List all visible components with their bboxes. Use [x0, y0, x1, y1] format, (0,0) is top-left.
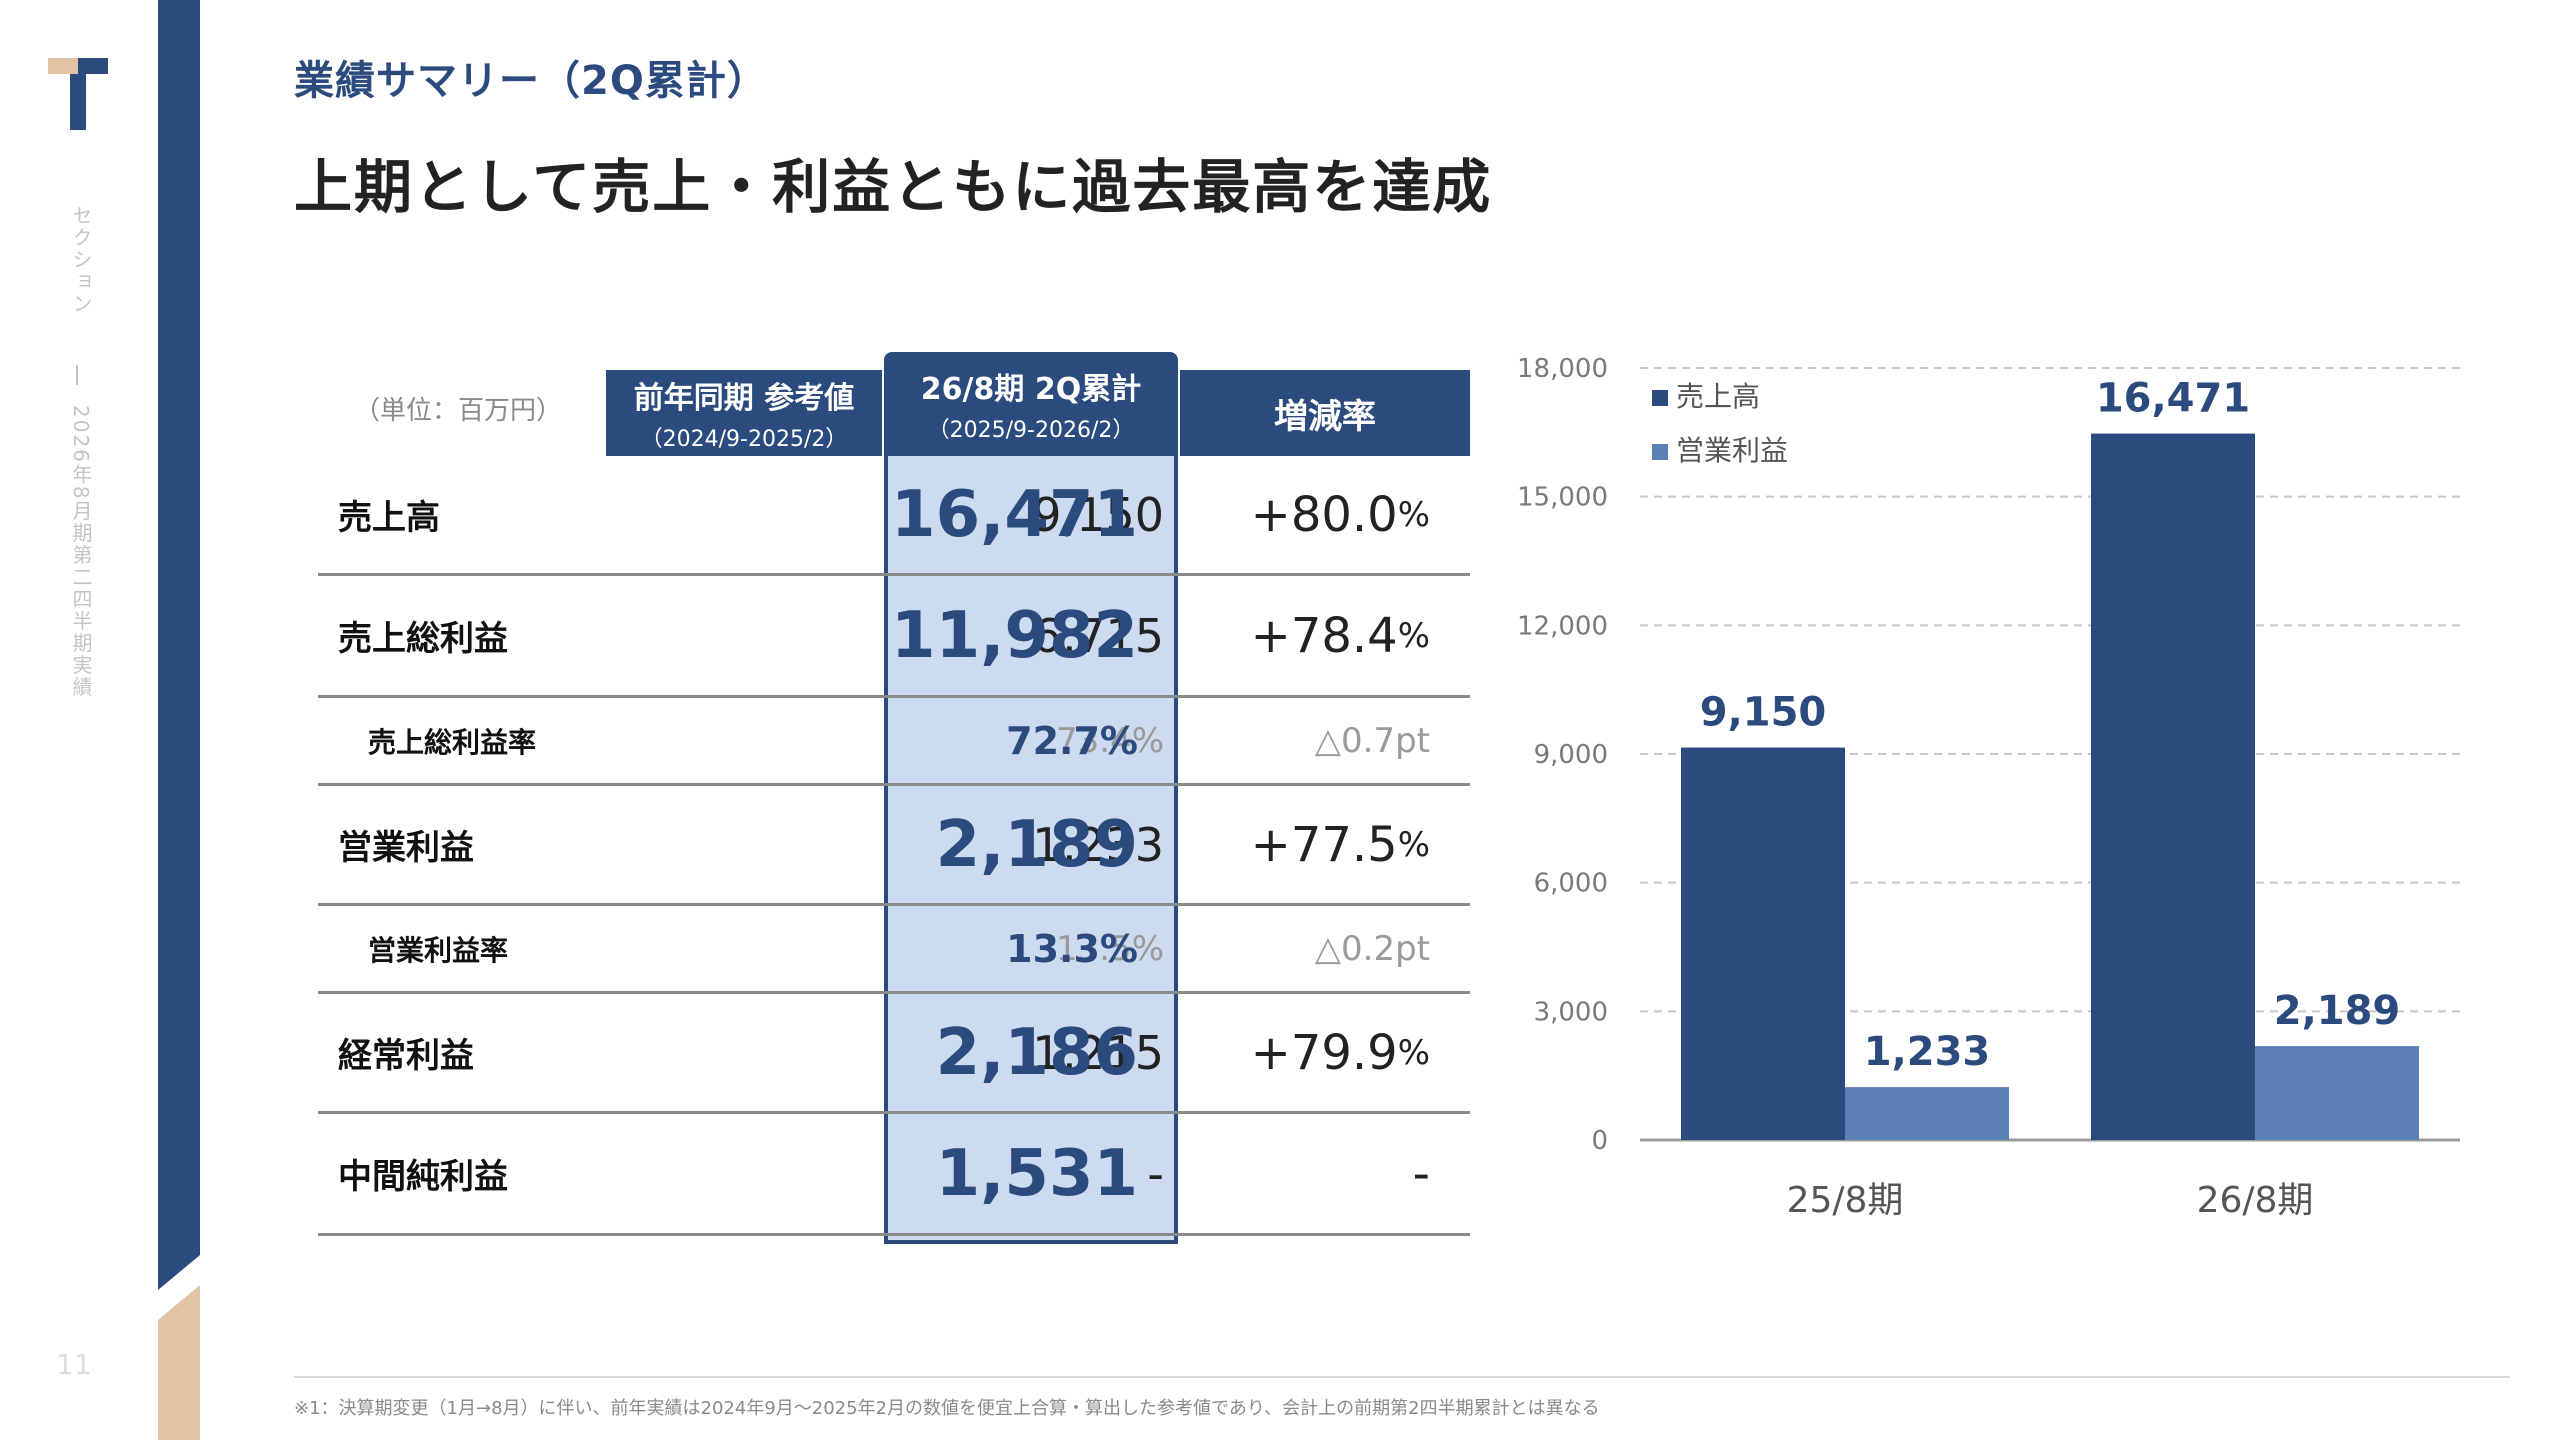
table-row: 中間純利益 - 1,531 - [318, 1114, 1470, 1236]
rail-subtitle: 2026年8月期第二四半期実績 [69, 405, 93, 699]
bar [2255, 1046, 2419, 1140]
x-tick-label: 26/8期 [2197, 1180, 2314, 1221]
y-tick-label: 12,000 [1517, 611, 1608, 641]
section-label: 業績サマリー（2Q累計） [294, 58, 768, 104]
page-number: 11 [56, 1348, 92, 1381]
cur-period: （2025/9-2026/2） [927, 418, 1135, 443]
current-value: 2,189 [935, 807, 1138, 882]
current-value: 1,531 [935, 1136, 1138, 1211]
row-label: 営業利益率 [368, 933, 509, 967]
bar [1845, 1087, 2009, 1140]
current-value: 13.3% [1006, 926, 1138, 971]
footnote-divider [294, 1376, 2510, 1378]
y-tick-label: 18,000 [1517, 354, 1608, 384]
change-value: +77.5% [1250, 816, 1430, 873]
page-headline: 上期として売上・利益ともに過去最高を達成 [294, 153, 1493, 221]
unit-note: （単位：百万円） [353, 396, 562, 426]
legend-swatch [1652, 444, 1668, 460]
prev-value: 9,150 [1032, 487, 1164, 542]
y-tick-label: 15,000 [1517, 483, 1608, 513]
prev-value: 6,715 [1032, 608, 1164, 663]
legend-label: 営業利益 [1676, 434, 1788, 467]
table-row: 売上総利益率 73.4% 72.7% △0.7pt [318, 698, 1470, 786]
y-tick-label: 6,000 [1534, 869, 1608, 899]
rail-separator [76, 365, 78, 385]
row-label: 経常利益 [338, 1036, 474, 1076]
column-header-current: 26/8期 2Q累計 （2025/9-2026/2） [884, 352, 1178, 456]
x-tick-label: 25/8期 [1787, 1180, 1904, 1221]
data-label: 1,233 [1864, 1029, 1991, 1075]
company-logo [48, 58, 108, 130]
legend-label: 売上高 [1676, 380, 1760, 413]
change-value: - [1412, 1145, 1430, 1202]
table-row: 経常利益 1,215 2,186 +79.9% [318, 994, 1470, 1114]
row-label: 営業利益 [338, 828, 474, 868]
rail-section-label: セクション [69, 205, 93, 315]
current-value: 72.7% [1006, 718, 1138, 763]
bar-chart: 0 3,000 6,000 9,000 12,000 15,000 18,000 9,150 1… [1517, 354, 2460, 1221]
prev-value: 1,233 [1032, 817, 1164, 872]
current-value: 11,982 [891, 598, 1138, 673]
change-value: +80.0% [1250, 486, 1430, 543]
footnote: ※1：決算期変更（1月→8月）に伴い、前年実績は2024年9月～2025年2月の… [294, 1398, 1600, 1419]
change-value: +78.4% [1250, 607, 1430, 664]
table-row: 営業利益 1,233 2,189 +77.5% [318, 786, 1470, 906]
table-row: 営業利益率 13.5% 13.3% △0.2pt [318, 906, 1470, 994]
prev-value: 1,215 [1032, 1025, 1164, 1080]
table-row: 売上総利益 6,715 11,982 +78.4% [318, 576, 1470, 698]
decorative-strip [158, 0, 200, 1440]
legend-swatch [1652, 390, 1668, 406]
chg-title: 増減率 [1274, 396, 1376, 437]
column-header-prev: 前年同期 参考値 （2024/9-2025/2） [606, 370, 882, 456]
cur-title: 26/8期 2Q累計 [920, 372, 1142, 407]
y-tick-label: 3,000 [1534, 997, 1608, 1027]
row-label: 売上総利益 [338, 619, 508, 659]
row-label: 中間純利益 [338, 1157, 508, 1197]
current-value: 2,186 [935, 1015, 1138, 1090]
prev-title: 前年同期 参考値 [633, 381, 855, 416]
column-header-change: 増減率 [1180, 370, 1470, 456]
data-label: 2,189 [2274, 988, 2401, 1034]
row-label: 売上総利益率 [368, 725, 537, 759]
y-tick-label: 9,000 [1534, 740, 1608, 770]
prev-period: （2024/9-2025/2） [640, 427, 848, 452]
change-value: △0.7pt [1314, 720, 1430, 761]
prev-value: - [1147, 1146, 1164, 1201]
bar [1681, 747, 1845, 1140]
y-tick-label: 0 [1591, 1126, 1608, 1156]
change-value: △0.2pt [1314, 928, 1430, 969]
change-value: +79.9% [1250, 1024, 1430, 1081]
current-value: 16,471 [891, 477, 1138, 552]
table-row: 売上高 9,150 16,471 +80.0% [318, 456, 1470, 576]
data-label: 9,150 [1700, 690, 1827, 736]
row-label: 売上高 [338, 498, 440, 538]
prev-value: 13.5% [1055, 928, 1164, 969]
data-label: 16,471 [2096, 376, 2250, 422]
prev-value: 73.4% [1055, 720, 1164, 761]
bar [2091, 433, 2255, 1140]
